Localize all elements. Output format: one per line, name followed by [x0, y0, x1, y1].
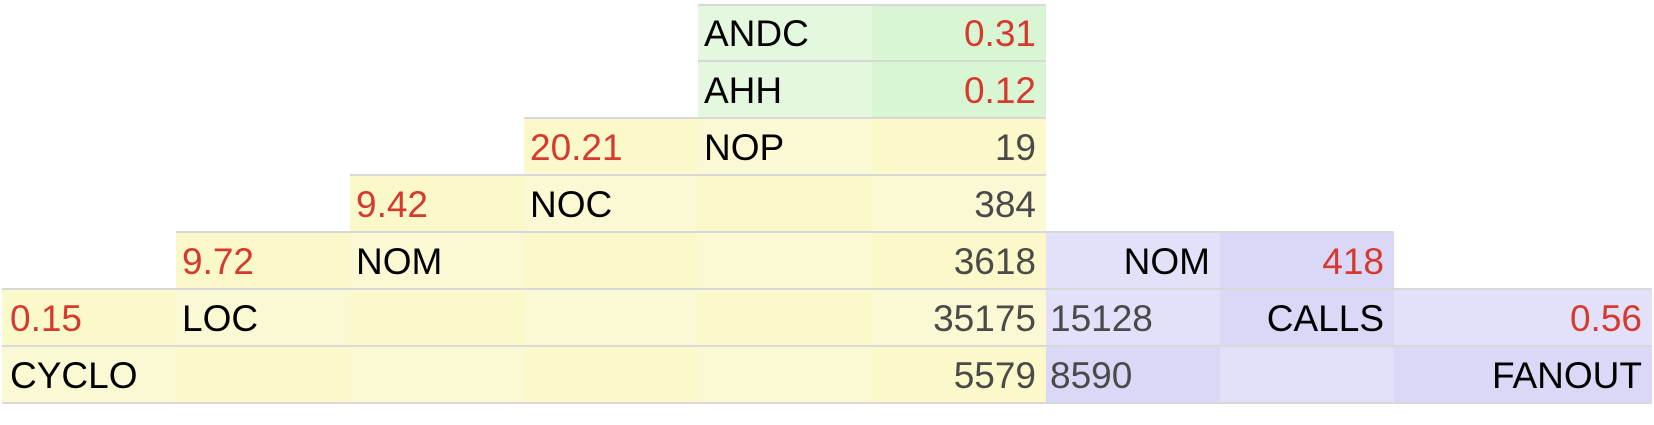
nom-label: NOM — [356, 240, 443, 282]
calls-label-cell: CALLS — [1220, 290, 1394, 346]
fanout-label: FANOUT — [1491, 354, 1642, 396]
coupling-nom-label: NOM — [1123, 240, 1210, 282]
loc-ratio: 0.15 — [10, 297, 83, 339]
cyclo-fill-cell-4 — [698, 347, 872, 403]
nop-ratio-cell: 20.21 — [524, 119, 698, 175]
row-separator — [350, 174, 1046, 176]
loc-ratio-cell: 0.15 — [2, 290, 176, 346]
loc-label: LOC — [182, 297, 259, 339]
row-separator — [524, 117, 1046, 119]
nop-label-cell: NOP — [698, 119, 872, 175]
ahh-value-cell: 0.12 — [872, 62, 1046, 118]
noc-label-cell: NOC — [524, 176, 698, 232]
nom-count: 3618 — [953, 240, 1036, 282]
fanout-count-cell: 8590 — [1046, 347, 1220, 403]
nop-count: 19 — [994, 126, 1036, 168]
loc-count-cell: 35175 — [872, 290, 1046, 346]
loc-label-cell: LOC — [176, 290, 350, 346]
fanout-label-cell: FANOUT — [1394, 347, 1652, 403]
loc-fill-cell-1 — [350, 290, 524, 346]
row-separator — [698, 4, 1046, 6]
nom-count-cell: 3618 — [872, 233, 1046, 289]
nom-ratio-cell: 9.72 — [176, 233, 350, 289]
calls-ratio: 0.56 — [1569, 297, 1642, 339]
nop-count-cell: 19 — [872, 119, 1046, 175]
andc-label: ANDC — [704, 12, 809, 54]
calls-ratio-cell: 0.56 — [1394, 290, 1652, 346]
cyclo-label: CYCLO — [10, 354, 138, 396]
noc-label: NOC — [530, 183, 613, 225]
andc-value-cell: 0.31 — [872, 5, 1046, 61]
coupling-nom-count-cell: 418 — [1220, 233, 1394, 289]
loc-fill-cell-3 — [698, 290, 872, 346]
row-separator — [2, 402, 1652, 404]
coupling-nom-label-cell: NOM — [1046, 233, 1220, 289]
noc-fill-cell — [698, 176, 872, 232]
noc-count-cell: 384 — [872, 176, 1046, 232]
row-separator — [176, 231, 1394, 233]
andc-ratio: 0.31 — [963, 12, 1036, 54]
cyclo-fill-cell-2 — [350, 347, 524, 403]
row-separator — [2, 288, 1652, 290]
cyclo-count-cell: 5579 — [872, 347, 1046, 403]
cyclo-label-cell: CYCLO — [2, 347, 176, 403]
noc-ratio-cell: 9.42 — [350, 176, 524, 232]
nop-label: NOP — [704, 126, 785, 168]
calls-count: 15128 — [1050, 297, 1153, 339]
andc-label-cell: ANDC — [698, 5, 872, 61]
noc-ratio: 9.42 — [356, 183, 429, 225]
nop-ratio: 20.21 — [530, 126, 623, 168]
loc-count: 35175 — [933, 297, 1036, 339]
ahh-label: AHH — [704, 69, 783, 111]
calls-count-cell: 15128 — [1046, 290, 1220, 346]
noc-count: 384 — [974, 183, 1036, 225]
nom-ratio: 9.72 — [182, 240, 255, 282]
row-separator — [698, 60, 1046, 62]
nom-fill-cell-1 — [524, 233, 698, 289]
ahh-label-cell: AHH — [698, 62, 872, 118]
cyclo-fill-cell-3 — [524, 347, 698, 403]
row-separator — [2, 345, 1652, 347]
cyclo-fill-cell-1 — [176, 347, 350, 403]
loc-fill-cell-2 — [524, 290, 698, 346]
fanout-count: 8590 — [1050, 354, 1133, 396]
coupling-nom-count: 418 — [1322, 240, 1384, 282]
ahh-ratio: 0.12 — [963, 69, 1036, 111]
nom-fill-cell-2 — [698, 233, 872, 289]
cyclo-count: 5579 — [953, 354, 1036, 396]
fanout-fill-cell — [1220, 347, 1394, 403]
nom-label-cell: NOM — [350, 233, 524, 289]
calls-label: CALLS — [1266, 297, 1384, 339]
